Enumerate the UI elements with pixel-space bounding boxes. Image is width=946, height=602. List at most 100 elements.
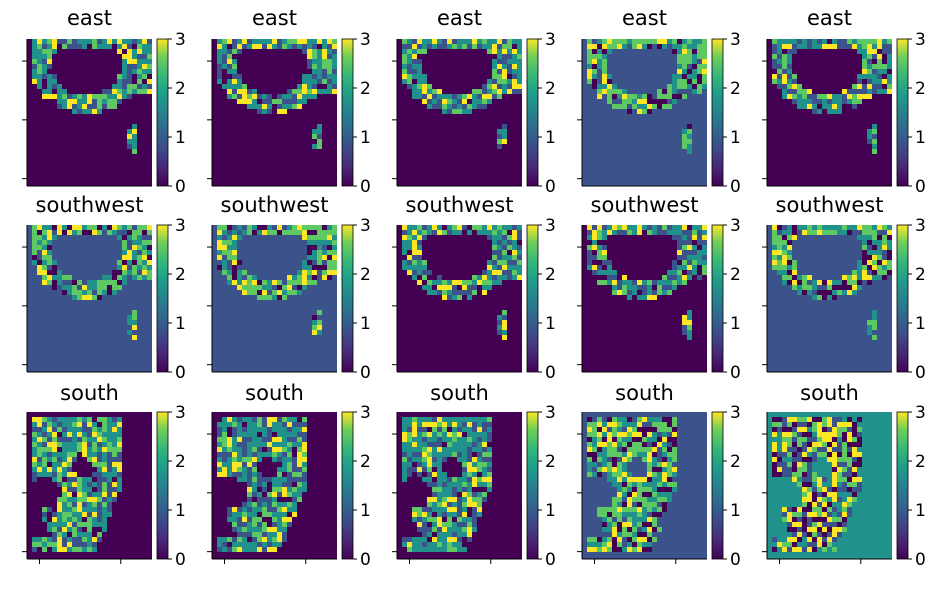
heatmap-cell (267, 497, 272, 502)
colorbar-tick-label: 2 (730, 79, 741, 99)
heatmap-cell (472, 447, 477, 452)
heatmap-cell (637, 99, 642, 104)
heatmap-cell (632, 109, 637, 114)
heatmap-cell (422, 432, 427, 437)
heatmap-cell (407, 547, 412, 552)
heatmap-cell (597, 462, 602, 467)
heatmap-cell (592, 54, 597, 59)
heatmap-cell (672, 472, 677, 477)
heatmap-cell (642, 109, 647, 114)
heatmap-cell (142, 245, 147, 250)
heatmap-cell (217, 235, 222, 240)
heatmap-cell (617, 417, 622, 422)
heatmap-cell (817, 547, 822, 552)
heatmap-cell (647, 295, 652, 300)
heatmap-cell (517, 240, 522, 245)
heatmap-cell (482, 497, 487, 502)
heatmap-cell (872, 265, 877, 270)
heatmap-cell (882, 245, 887, 250)
heatmap-cell (777, 69, 782, 74)
heatmap-cell (647, 522, 652, 527)
heatmap-cell (252, 89, 257, 94)
heatmap-cell (792, 427, 797, 432)
heatmap-cell (792, 512, 797, 517)
heatmap-cell (862, 260, 867, 265)
heatmap-cell (102, 512, 107, 517)
heatmap-cell (837, 472, 842, 477)
heatmap-cell (257, 44, 262, 49)
heatmap-cell (872, 49, 877, 54)
heatmap-cell (457, 522, 462, 527)
heatmap-cell (612, 512, 617, 517)
heatmap-cell (642, 39, 647, 44)
heatmap-cell (222, 442, 227, 447)
heatmap-cell (792, 467, 797, 472)
heatmap-cell (227, 472, 232, 477)
heatmap-cell (772, 432, 777, 437)
heatmap-cell (492, 64, 497, 69)
heatmap-cell (782, 452, 787, 457)
heatmap-cell (687, 89, 692, 94)
heatmap-cell (807, 462, 812, 467)
heatmap-cell (452, 507, 457, 512)
heatmap-cell (797, 442, 802, 447)
heatmap-cell (462, 472, 467, 477)
heatmap-cell (637, 452, 642, 457)
heatmap-cell (237, 432, 242, 437)
heatmap-cell (137, 240, 142, 245)
heatmap-cell (792, 527, 797, 532)
heatmap-cell (292, 492, 297, 497)
heatmap-cell (217, 39, 222, 44)
heatmap-cell (482, 457, 487, 462)
heatmap-cell (647, 497, 652, 502)
heatmap-cell (877, 59, 882, 64)
heatmap-cell (57, 422, 62, 427)
heatmap-cell (597, 49, 602, 54)
heatmap-cell (617, 442, 622, 447)
heatmap-cell (692, 44, 697, 49)
heatmap-cell (287, 487, 292, 492)
heatmap-cell (472, 452, 477, 457)
heatmap-cell (62, 104, 67, 109)
heatmap-cell (227, 447, 232, 452)
heatmap-cell (257, 477, 262, 482)
heatmap-cell (47, 74, 52, 79)
heatmap-cell (682, 245, 687, 250)
heatmap-cell (242, 94, 247, 99)
heatmap-cell (852, 427, 857, 432)
heatmap-cell (32, 230, 37, 235)
heatmap-cell (662, 422, 667, 427)
heatmap-cell (857, 235, 862, 240)
heatmap-cell (607, 422, 612, 427)
heatmap-cell (627, 447, 632, 452)
heatmap-cell (512, 54, 517, 59)
heatmap-cell (837, 467, 842, 472)
heatmap-cell (437, 487, 442, 492)
heatmap-cell (622, 502, 627, 507)
heatmap-cell (657, 497, 662, 502)
heatmap-cell (237, 537, 242, 542)
heatmap-cell (37, 427, 42, 432)
heatmap-cell (797, 270, 802, 275)
heatmap-cell (502, 44, 507, 49)
heatmap-cell (627, 94, 632, 99)
heatmap-cell (627, 44, 632, 49)
heatmap-cell (292, 497, 297, 502)
heatmap-cell (407, 542, 412, 547)
heatmap-cell (272, 427, 277, 432)
heatmap-cell (817, 295, 822, 300)
heatmap-cell (82, 542, 87, 547)
heatmap-cell (467, 290, 472, 295)
heatmap-cell (462, 104, 467, 109)
heatmap-cell (792, 285, 797, 290)
heatmap-cell (652, 422, 657, 427)
heatmap-cell (317, 235, 322, 240)
heatmap-cell (72, 44, 77, 49)
heatmap-cell (877, 265, 882, 270)
heatmap-cell (872, 230, 877, 235)
heatmap-cell (427, 517, 432, 522)
heatmap-cell (807, 39, 812, 44)
heatmap-cell (617, 537, 622, 542)
heatmap-cell (422, 437, 427, 442)
heatmap-cell (612, 275, 617, 280)
